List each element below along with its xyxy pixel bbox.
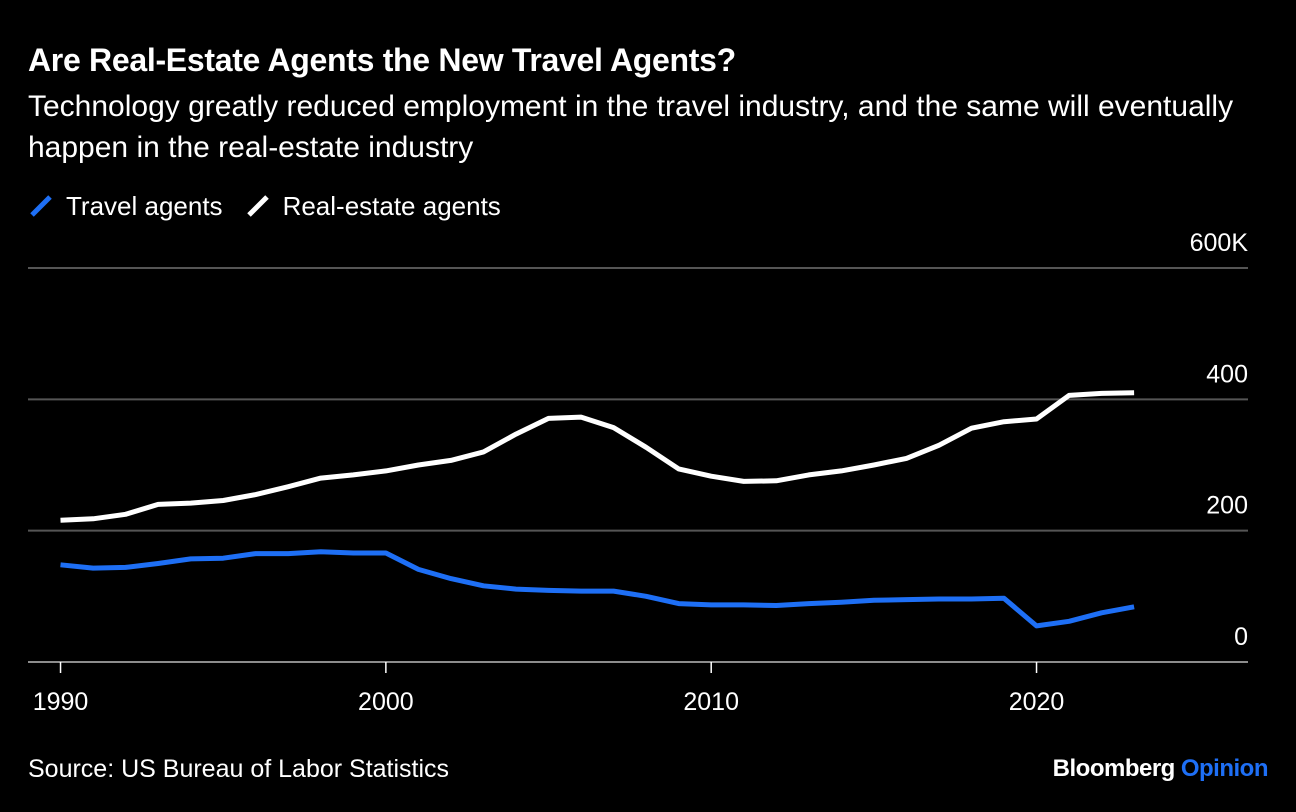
x-tick-label-1990: 1990 bbox=[33, 688, 89, 716]
y-tick-label-600: 600K bbox=[1190, 229, 1249, 257]
x-tick-label-2000: 2000 bbox=[358, 688, 414, 716]
x-tick-label-2010: 2010 bbox=[683, 688, 739, 716]
brand-primary: Bloomberg bbox=[1052, 755, 1176, 782]
legend-label-travel-agents: Travel agents bbox=[66, 190, 223, 221]
chart-subtitle: Technology greatly reduced employment in… bbox=[28, 90, 1234, 164]
x-axis: 1990 2000 2010 2020 bbox=[33, 662, 1065, 716]
source-note: Source: US Bureau of Labor Statistics bbox=[28, 755, 450, 783]
x-tick-label-2020: 2020 bbox=[1009, 688, 1065, 716]
legend-swatch-travel-agents bbox=[30, 195, 52, 217]
y-tick-label-200: 200 bbox=[1206, 492, 1248, 520]
series-line-travel-agents bbox=[60, 549, 1135, 629]
legend-item-travel-agents: Travel agents bbox=[28, 191, 223, 222]
legend: Travel agents Real-estate agents bbox=[28, 188, 523, 224]
series-layer bbox=[60, 390, 1135, 629]
legend-label-real-estate-agents: Real-estate agents bbox=[282, 190, 501, 221]
legend-item-real-estate-agents: Real-estate agents bbox=[245, 191, 501, 222]
y-axis: 0 200 400 600K bbox=[1190, 229, 1249, 651]
chart-title: Are Real-Estate Agents the New Travel Ag… bbox=[28, 42, 736, 78]
series-line-real-estate-agents bbox=[60, 390, 1135, 523]
y-tick-label-0: 0 bbox=[1234, 623, 1248, 651]
brand-secondary: Opinion bbox=[1180, 755, 1269, 782]
legend-swatch-real-estate-agents bbox=[246, 195, 269, 217]
y-tick-label-400: 400 bbox=[1206, 360, 1248, 388]
brand-logo: Bloomberg Opinion bbox=[1052, 755, 1269, 783]
grid-layer bbox=[28, 267, 1248, 663]
